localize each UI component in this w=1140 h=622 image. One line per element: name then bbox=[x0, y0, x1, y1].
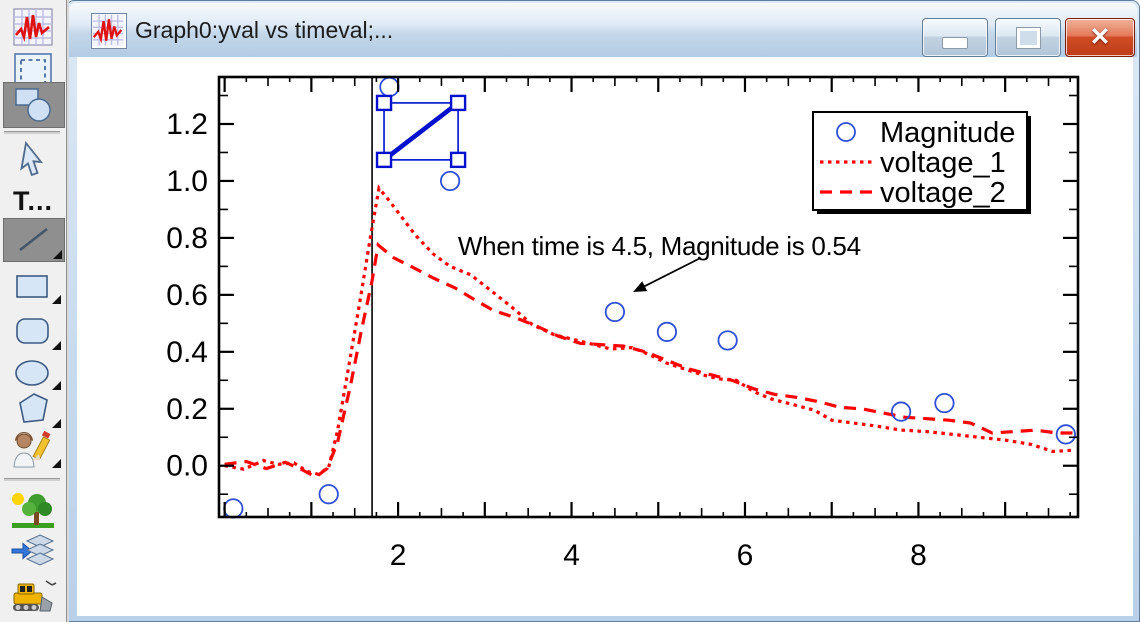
plot-frame bbox=[217, 75, 1080, 519]
freehand-tool-button[interactable] bbox=[3, 428, 63, 470]
window-title: Graph0:yval vs timeval;... bbox=[135, 17, 394, 43]
minimize-icon bbox=[942, 36, 968, 49]
legend-marker-circle bbox=[836, 122, 856, 142]
graph-window-icon bbox=[91, 13, 127, 49]
flyout-triangle-icon bbox=[53, 250, 62, 259]
graph-tool-icon bbox=[13, 8, 53, 46]
y-tick-label: 0.2 bbox=[166, 393, 208, 426]
select-arrow-tool-button[interactable] bbox=[3, 140, 63, 180]
annotation-arrowhead bbox=[633, 281, 648, 293]
x-tick-label: 2 bbox=[390, 539, 407, 572]
flyout-triangle-icon bbox=[52, 381, 61, 390]
selection-handle[interactable] bbox=[449, 151, 467, 169]
y-tick-label: 0.6 bbox=[166, 279, 208, 312]
legend-box[interactable] bbox=[812, 111, 1028, 211]
y-tick-label: 1.0 bbox=[166, 165, 208, 198]
x-tick-label: 6 bbox=[737, 539, 754, 572]
magnitude-point bbox=[934, 392, 955, 414]
magnitude-point bbox=[656, 321, 678, 342]
y-tick-label: 0.8 bbox=[166, 222, 208, 255]
text-tool-label: T... bbox=[12, 185, 53, 216]
y-tick-label: 0.4 bbox=[166, 336, 208, 369]
y-tick-label: 1.2 bbox=[166, 108, 208, 141]
waveform-icon bbox=[92, 14, 124, 46]
ellipse-tool-icon bbox=[15, 360, 49, 386]
text-tool-button[interactable]: T... bbox=[3, 186, 63, 216]
rectangle-tool-icon bbox=[16, 275, 48, 298]
magnitude-point bbox=[440, 170, 461, 192]
selection-handle[interactable] bbox=[375, 151, 393, 169]
grid-mover-tool-icon bbox=[13, 580, 57, 612]
title-bar[interactable]: Graph0:yval vs timeval;... ✕ bbox=[69, 3, 1137, 57]
close-icon: ✕ bbox=[1089, 23, 1111, 51]
select-arrow-tool-icon bbox=[20, 141, 44, 177]
legend-label: voltage_2 bbox=[880, 177, 1006, 209]
rectangle-tool-button[interactable] bbox=[3, 268, 63, 306]
freehand-tool-icon bbox=[13, 430, 51, 468]
rounded-rect-tool-icon bbox=[16, 318, 49, 344]
minimize-button[interactable] bbox=[922, 18, 988, 57]
x-tick-label: 8 bbox=[910, 539, 927, 572]
selection-handle[interactable] bbox=[449, 94, 467, 112]
magnitude-point bbox=[223, 498, 244, 519]
flyout-triangle-icon bbox=[52, 459, 61, 468]
drawn-line-object[interactable] bbox=[382, 101, 460, 162]
magnitude-point bbox=[604, 301, 625, 323]
palette-separator bbox=[4, 478, 60, 481]
maximize-icon bbox=[1015, 26, 1041, 49]
plot-canvas[interactable]: 2 4 6 8 0.0 0.2 0.4 0.6 0.8 1.0 1.2 When time is 4.… bbox=[77, 57, 1133, 616]
rounded-rect-tool-button[interactable] bbox=[3, 312, 63, 352]
y-tick-label: 0.0 bbox=[166, 450, 208, 483]
line-tool-button[interactable] bbox=[3, 218, 65, 262]
environment-tool-icon bbox=[12, 493, 54, 528]
annotation-text[interactable]: When time is 4.5, Magnitude is 0.54 bbox=[458, 231, 861, 261]
magnitude-point bbox=[717, 330, 738, 351]
legend-label: Magnitude bbox=[880, 117, 1015, 149]
x-tick-label: 4 bbox=[563, 539, 580, 572]
magnitude-point bbox=[379, 76, 400, 98]
close-button[interactable]: ✕ bbox=[1065, 18, 1135, 57]
selection-handle[interactable] bbox=[375, 94, 393, 112]
flyout-triangle-icon bbox=[52, 419, 61, 428]
annotation-arrow-line bbox=[638, 257, 702, 291]
flyout-triangle-icon bbox=[52, 295, 61, 304]
polygon-tool-button[interactable] bbox=[3, 388, 63, 430]
drawing-tools-palette: T... bbox=[0, 0, 67, 622]
graph-content-area: 2 4 6 8 0.0 0.2 0.4 0.6 0.8 1.0 1.2 When time is 4.… bbox=[77, 57, 1133, 616]
polygon-tool-icon bbox=[19, 393, 48, 423]
magnitude-point bbox=[318, 484, 339, 505]
line-tool-icon bbox=[19, 227, 48, 252]
magnitude-point bbox=[890, 401, 912, 422]
palette-separator bbox=[4, 131, 60, 134]
trace-voltage_1 bbox=[224, 184, 1075, 477]
draw-mode-toggle-icon bbox=[15, 88, 51, 122]
ellipse-tool-button[interactable] bbox=[3, 354, 63, 392]
graph-tool-button[interactable] bbox=[3, 6, 63, 48]
trace-voltage_2 bbox=[224, 242, 1075, 479]
environment-tool-button[interactable] bbox=[3, 488, 63, 532]
magnitude-point bbox=[1055, 424, 1076, 445]
flyout-triangle-icon bbox=[52, 341, 61, 350]
draw-mode-toggle-button[interactable] bbox=[3, 82, 65, 128]
layers-tool-button[interactable] bbox=[3, 532, 63, 574]
grid-mover-tool-button[interactable] bbox=[3, 574, 63, 618]
legend-label: voltage_1 bbox=[880, 147, 1006, 179]
drawing-selection-rect[interactable] bbox=[383, 102, 459, 161]
layers-tool-icon bbox=[11, 534, 55, 566]
graph-window: Graph0:yval vs timeval;... ✕ 2 4 6 8 0.0 0.2 0… bbox=[66, 0, 1140, 622]
maximize-button[interactable] bbox=[995, 18, 1061, 57]
